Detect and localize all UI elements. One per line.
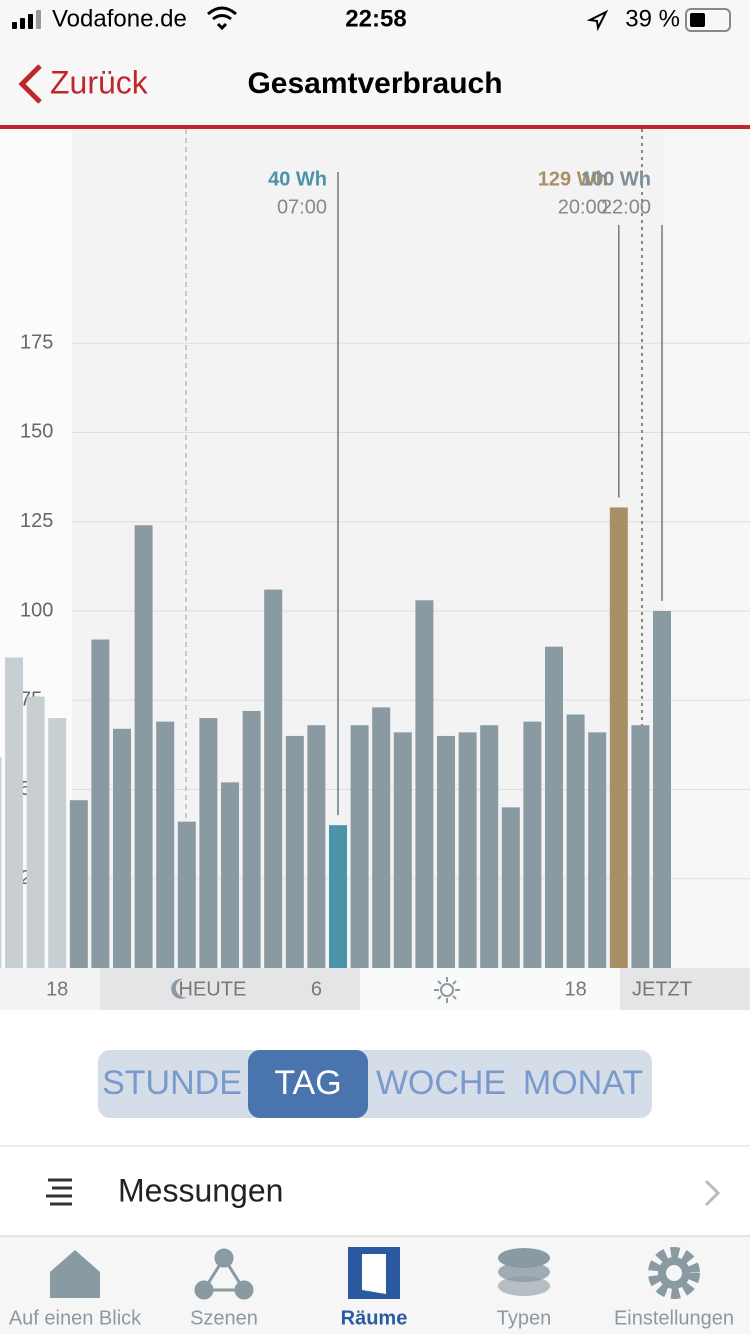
callout-time: 07:00 xyxy=(277,196,327,218)
tab-icon-home xyxy=(50,1250,100,1298)
segment[interactable]: TAG xyxy=(274,1064,341,1102)
moon-icon xyxy=(171,978,187,999)
bar xyxy=(264,589,283,968)
chart-bg-right xyxy=(664,129,750,968)
x-tick-label: 18 xyxy=(46,978,68,1000)
bar xyxy=(113,728,131,968)
bar xyxy=(415,600,434,968)
tab-label[interactable]: Szenen xyxy=(190,1307,258,1329)
bar xyxy=(588,732,607,968)
bar xyxy=(437,735,455,968)
bar xyxy=(69,800,88,968)
segment-control xyxy=(98,1050,652,1118)
tab-label[interactable]: Räume xyxy=(341,1307,408,1329)
segment-selected xyxy=(248,1050,368,1118)
value-label: 40 Wh xyxy=(268,168,327,190)
bar xyxy=(242,710,261,968)
location-icon xyxy=(586,9,609,32)
nav-rule xyxy=(0,125,750,129)
clock: 22:58 xyxy=(345,5,406,32)
value-label: 100 Wh xyxy=(581,168,651,190)
y-tick-label: 100 xyxy=(20,599,53,621)
bar xyxy=(26,696,45,968)
battery-text: 39 % xyxy=(625,5,680,32)
tab-label[interactable]: Typen xyxy=(497,1307,551,1329)
bar xyxy=(48,718,67,968)
nav-title: Gesamtverbrauch xyxy=(247,67,502,100)
sun-icon xyxy=(434,977,460,1003)
bar xyxy=(0,757,2,968)
tab-label[interactable]: Einstellungen xyxy=(614,1307,734,1329)
bar xyxy=(523,721,542,968)
bar xyxy=(501,807,520,968)
back-button[interactable]: Zurück xyxy=(50,64,149,100)
bar xyxy=(480,725,499,968)
back-arrow[interactable] xyxy=(18,64,42,104)
chevron xyxy=(704,1179,721,1207)
bar xyxy=(609,507,628,968)
segment[interactable]: STUNDE xyxy=(102,1064,242,1102)
y-tick-label: 125 xyxy=(20,510,53,532)
wifi-icon xyxy=(207,6,237,31)
y-tick-label: 175 xyxy=(20,331,53,353)
callout-time: 22:00 xyxy=(601,196,651,218)
tab-icon-settings xyxy=(648,1247,700,1299)
callout-time: 20:00 xyxy=(558,196,608,218)
bar xyxy=(156,721,175,968)
bar xyxy=(134,525,153,968)
tab-icon-door xyxy=(362,1254,386,1294)
bar xyxy=(91,639,110,968)
bar xyxy=(372,707,391,968)
tab-label[interactable]: Auf einen Blick xyxy=(9,1307,142,1329)
segment[interactable]: MONAT xyxy=(523,1064,643,1102)
bars: 40 Wh 07:00 129 Wh 20:00 100 Wh 22:00 xyxy=(0,168,671,968)
tab-icon-types xyxy=(498,1248,550,1296)
bar xyxy=(393,732,412,968)
y-tick-label: 150 xyxy=(20,421,53,443)
signal xyxy=(12,10,41,29)
bar xyxy=(350,725,369,968)
bar xyxy=(566,714,585,968)
bar xyxy=(458,732,477,968)
axis-bg-now xyxy=(620,968,750,1010)
list-icon xyxy=(46,1178,72,1206)
x-labels: 18 HEUTE 6 18 JETZT xyxy=(46,978,692,1000)
battery-icon xyxy=(685,8,731,32)
bar xyxy=(653,610,671,968)
x-tick-label: 18 xyxy=(564,978,586,1000)
list-item[interactable]: Messungen xyxy=(118,1172,283,1208)
bar xyxy=(631,725,650,968)
x-tick-label: JETZT xyxy=(632,978,692,1000)
bar xyxy=(329,825,347,968)
battery-level xyxy=(690,13,705,27)
bar xyxy=(221,782,239,968)
bar xyxy=(307,725,326,968)
axis-bg-night xyxy=(100,968,360,1010)
x-tick-label: 6 xyxy=(311,978,322,1000)
x-tick-label: HEUTE xyxy=(179,978,247,1000)
bar xyxy=(177,821,196,968)
value-label: 129 Wh xyxy=(538,168,608,190)
bar xyxy=(5,657,23,968)
segment[interactable]: WOCHE xyxy=(376,1064,506,1102)
bar xyxy=(199,718,218,968)
bar xyxy=(285,735,304,968)
tab-icon-scenes xyxy=(194,1248,254,1300)
axis-bg xyxy=(0,968,100,1010)
carrier: Vodafone.de xyxy=(52,5,187,32)
axis-bg-day xyxy=(360,968,620,1010)
bar xyxy=(545,646,563,968)
header-bg xyxy=(0,0,750,128)
